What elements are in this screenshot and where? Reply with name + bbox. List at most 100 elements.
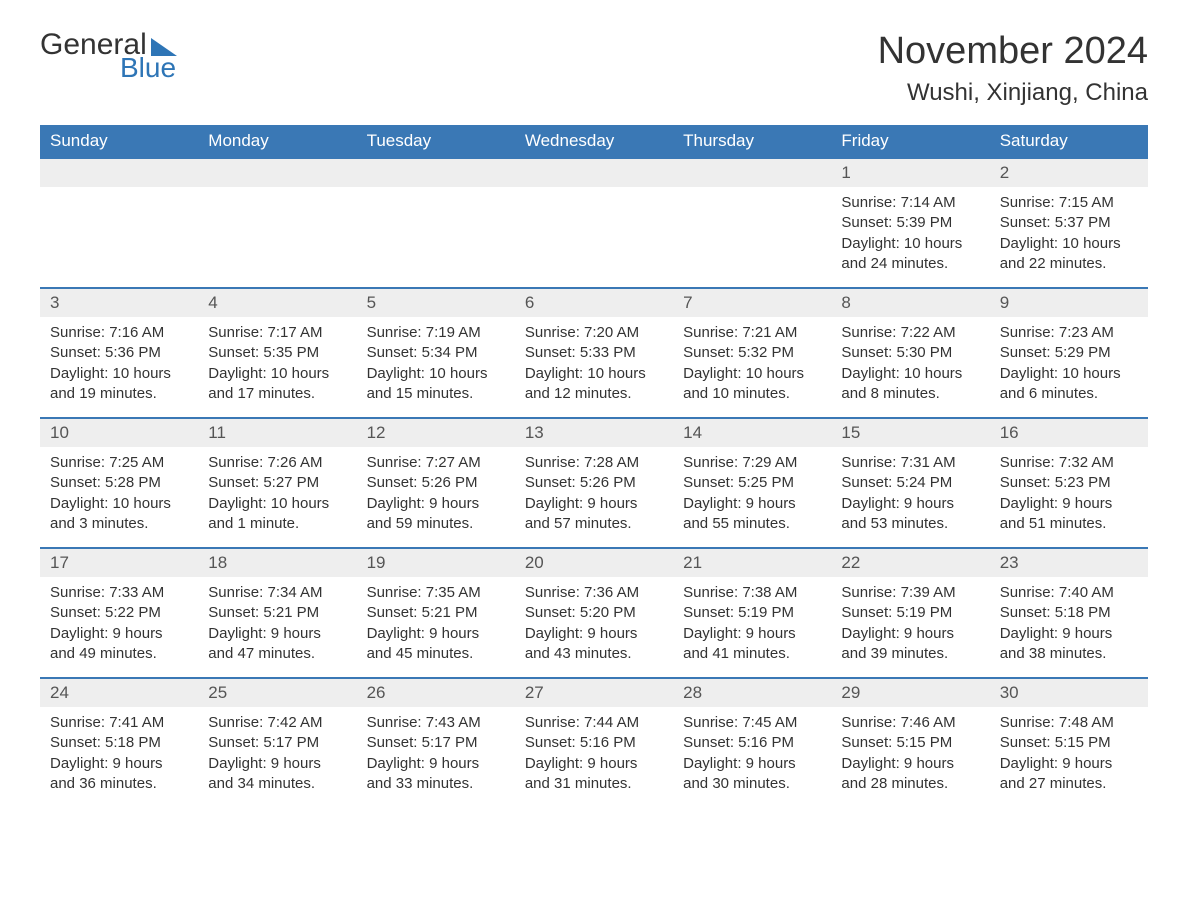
day-number: 17: [40, 549, 198, 577]
day-cell: 6Sunrise: 7:20 AMSunset: 5:33 PMDaylight…: [515, 288, 673, 418]
day-body: Sunrise: 7:34 AMSunset: 5:21 PMDaylight:…: [198, 577, 356, 670]
day-cell: [673, 158, 831, 288]
daylight-line: Daylight: 10 hours and 19 minutes.: [50, 364, 188, 405]
day-body: Sunrise: 7:43 AMSunset: 5:17 PMDaylight:…: [357, 707, 515, 800]
sunset-line: Sunset: 5:23 PM: [1000, 473, 1138, 493]
daylight-line: Daylight: 10 hours and 8 minutes.: [841, 364, 979, 405]
weekday-header: Wednesday: [515, 125, 673, 158]
sunset-line: Sunset: 5:30 PM: [841, 343, 979, 363]
sunrise-line: Sunrise: 7:38 AM: [683, 583, 821, 603]
sunset-line: Sunset: 5:39 PM: [841, 213, 979, 233]
sunset-line: Sunset: 5:18 PM: [1000, 603, 1138, 623]
day-cell: 4Sunrise: 7:17 AMSunset: 5:35 PMDaylight…: [198, 288, 356, 418]
day-cell: 14Sunrise: 7:29 AMSunset: 5:25 PMDayligh…: [673, 418, 831, 548]
day-body: Sunrise: 7:31 AMSunset: 5:24 PMDaylight:…: [831, 447, 989, 540]
day-cell: 17Sunrise: 7:33 AMSunset: 5:22 PMDayligh…: [40, 548, 198, 678]
day-number: 16: [990, 419, 1148, 447]
day-cell: 9Sunrise: 7:23 AMSunset: 5:29 PMDaylight…: [990, 288, 1148, 418]
sunrise-line: Sunrise: 7:16 AM: [50, 323, 188, 343]
sunrise-line: Sunrise: 7:35 AM: [367, 583, 505, 603]
day-number: 24: [40, 679, 198, 707]
day-cell: 18Sunrise: 7:34 AMSunset: 5:21 PMDayligh…: [198, 548, 356, 678]
daylight-line: Daylight: 9 hours and 45 minutes.: [367, 624, 505, 665]
day-number: 6: [515, 289, 673, 317]
week-row: 24Sunrise: 7:41 AMSunset: 5:18 PMDayligh…: [40, 678, 1148, 808]
sunrise-line: Sunrise: 7:23 AM: [1000, 323, 1138, 343]
sunrise-line: Sunrise: 7:26 AM: [208, 453, 346, 473]
daylight-line: Daylight: 9 hours and 34 minutes.: [208, 754, 346, 795]
sunrise-line: Sunrise: 7:25 AM: [50, 453, 188, 473]
day-body: Sunrise: 7:36 AMSunset: 5:20 PMDaylight:…: [515, 577, 673, 670]
day-number: 14: [673, 419, 831, 447]
daylight-line: Daylight: 10 hours and 24 minutes.: [841, 234, 979, 275]
sunrise-line: Sunrise: 7:34 AM: [208, 583, 346, 603]
sunrise-line: Sunrise: 7:40 AM: [1000, 583, 1138, 603]
daylight-line: Daylight: 10 hours and 22 minutes.: [1000, 234, 1138, 275]
sunset-line: Sunset: 5:32 PM: [683, 343, 821, 363]
day-number: 25: [198, 679, 356, 707]
sunrise-line: Sunrise: 7:22 AM: [841, 323, 979, 343]
day-number: 30: [990, 679, 1148, 707]
daylight-line: Daylight: 9 hours and 33 minutes.: [367, 754, 505, 795]
day-number: 28: [673, 679, 831, 707]
day-body: Sunrise: 7:25 AMSunset: 5:28 PMDaylight:…: [40, 447, 198, 540]
day-body: Sunrise: 7:17 AMSunset: 5:35 PMDaylight:…: [198, 317, 356, 410]
day-number: 7: [673, 289, 831, 317]
day-body: Sunrise: 7:40 AMSunset: 5:18 PMDaylight:…: [990, 577, 1148, 670]
weekday-header-row: SundayMondayTuesdayWednesdayThursdayFrid…: [40, 125, 1148, 158]
sunrise-line: Sunrise: 7:41 AM: [50, 713, 188, 733]
day-cell: 13Sunrise: 7:28 AMSunset: 5:26 PMDayligh…: [515, 418, 673, 548]
calendar-table: SundayMondayTuesdayWednesdayThursdayFrid…: [40, 125, 1148, 808]
sunset-line: Sunset: 5:17 PM: [367, 733, 505, 753]
sunset-line: Sunset: 5:15 PM: [841, 733, 979, 753]
sunset-line: Sunset: 5:16 PM: [525, 733, 663, 753]
sunrise-line: Sunrise: 7:31 AM: [841, 453, 979, 473]
day-number: 18: [198, 549, 356, 577]
sunrise-line: Sunrise: 7:17 AM: [208, 323, 346, 343]
day-number: 26: [357, 679, 515, 707]
daylight-line: Daylight: 9 hours and 59 minutes.: [367, 494, 505, 535]
day-cell: 3Sunrise: 7:16 AMSunset: 5:36 PMDaylight…: [40, 288, 198, 418]
day-number: 23: [990, 549, 1148, 577]
day-number: 3: [40, 289, 198, 317]
day-cell: 23Sunrise: 7:40 AMSunset: 5:18 PMDayligh…: [990, 548, 1148, 678]
sunrise-line: Sunrise: 7:27 AM: [367, 453, 505, 473]
daylight-line: Daylight: 10 hours and 1 minute.: [208, 494, 346, 535]
day-number: 20: [515, 549, 673, 577]
sunset-line: Sunset: 5:21 PM: [367, 603, 505, 623]
day-body: Sunrise: 7:33 AMSunset: 5:22 PMDaylight:…: [40, 577, 198, 670]
day-cell: 20Sunrise: 7:36 AMSunset: 5:20 PMDayligh…: [515, 548, 673, 678]
day-cell: 10Sunrise: 7:25 AMSunset: 5:28 PMDayligh…: [40, 418, 198, 548]
day-cell: 25Sunrise: 7:42 AMSunset: 5:17 PMDayligh…: [198, 678, 356, 808]
sunrise-line: Sunrise: 7:15 AM: [1000, 193, 1138, 213]
day-number: 27: [515, 679, 673, 707]
daylight-line: Daylight: 9 hours and 31 minutes.: [525, 754, 663, 795]
day-cell: 27Sunrise: 7:44 AMSunset: 5:16 PMDayligh…: [515, 678, 673, 808]
sunrise-line: Sunrise: 7:42 AM: [208, 713, 346, 733]
logo-text-blue: Blue: [120, 54, 177, 82]
sunrise-line: Sunrise: 7:14 AM: [841, 193, 979, 213]
day-number: 2: [990, 159, 1148, 187]
sunrise-line: Sunrise: 7:21 AM: [683, 323, 821, 343]
daylight-line: Daylight: 9 hours and 49 minutes.: [50, 624, 188, 665]
day-number: 10: [40, 419, 198, 447]
sunset-line: Sunset: 5:34 PM: [367, 343, 505, 363]
day-cell: 21Sunrise: 7:38 AMSunset: 5:19 PMDayligh…: [673, 548, 831, 678]
day-body: Sunrise: 7:19 AMSunset: 5:34 PMDaylight:…: [357, 317, 515, 410]
day-cell: 30Sunrise: 7:48 AMSunset: 5:15 PMDayligh…: [990, 678, 1148, 808]
daylight-line: Daylight: 9 hours and 39 minutes.: [841, 624, 979, 665]
day-cell: 8Sunrise: 7:22 AMSunset: 5:30 PMDaylight…: [831, 288, 989, 418]
empty-day-bar: [673, 159, 831, 187]
day-cell: 11Sunrise: 7:26 AMSunset: 5:27 PMDayligh…: [198, 418, 356, 548]
day-cell: 1Sunrise: 7:14 AMSunset: 5:39 PMDaylight…: [831, 158, 989, 288]
day-number: 22: [831, 549, 989, 577]
day-cell: [198, 158, 356, 288]
day-number: 15: [831, 419, 989, 447]
sunset-line: Sunset: 5:35 PM: [208, 343, 346, 363]
day-number: 21: [673, 549, 831, 577]
daylight-line: Daylight: 10 hours and 10 minutes.: [683, 364, 821, 405]
weekday-header: Sunday: [40, 125, 198, 158]
sunrise-line: Sunrise: 7:28 AM: [525, 453, 663, 473]
day-cell: [515, 158, 673, 288]
daylight-line: Daylight: 9 hours and 57 minutes.: [525, 494, 663, 535]
